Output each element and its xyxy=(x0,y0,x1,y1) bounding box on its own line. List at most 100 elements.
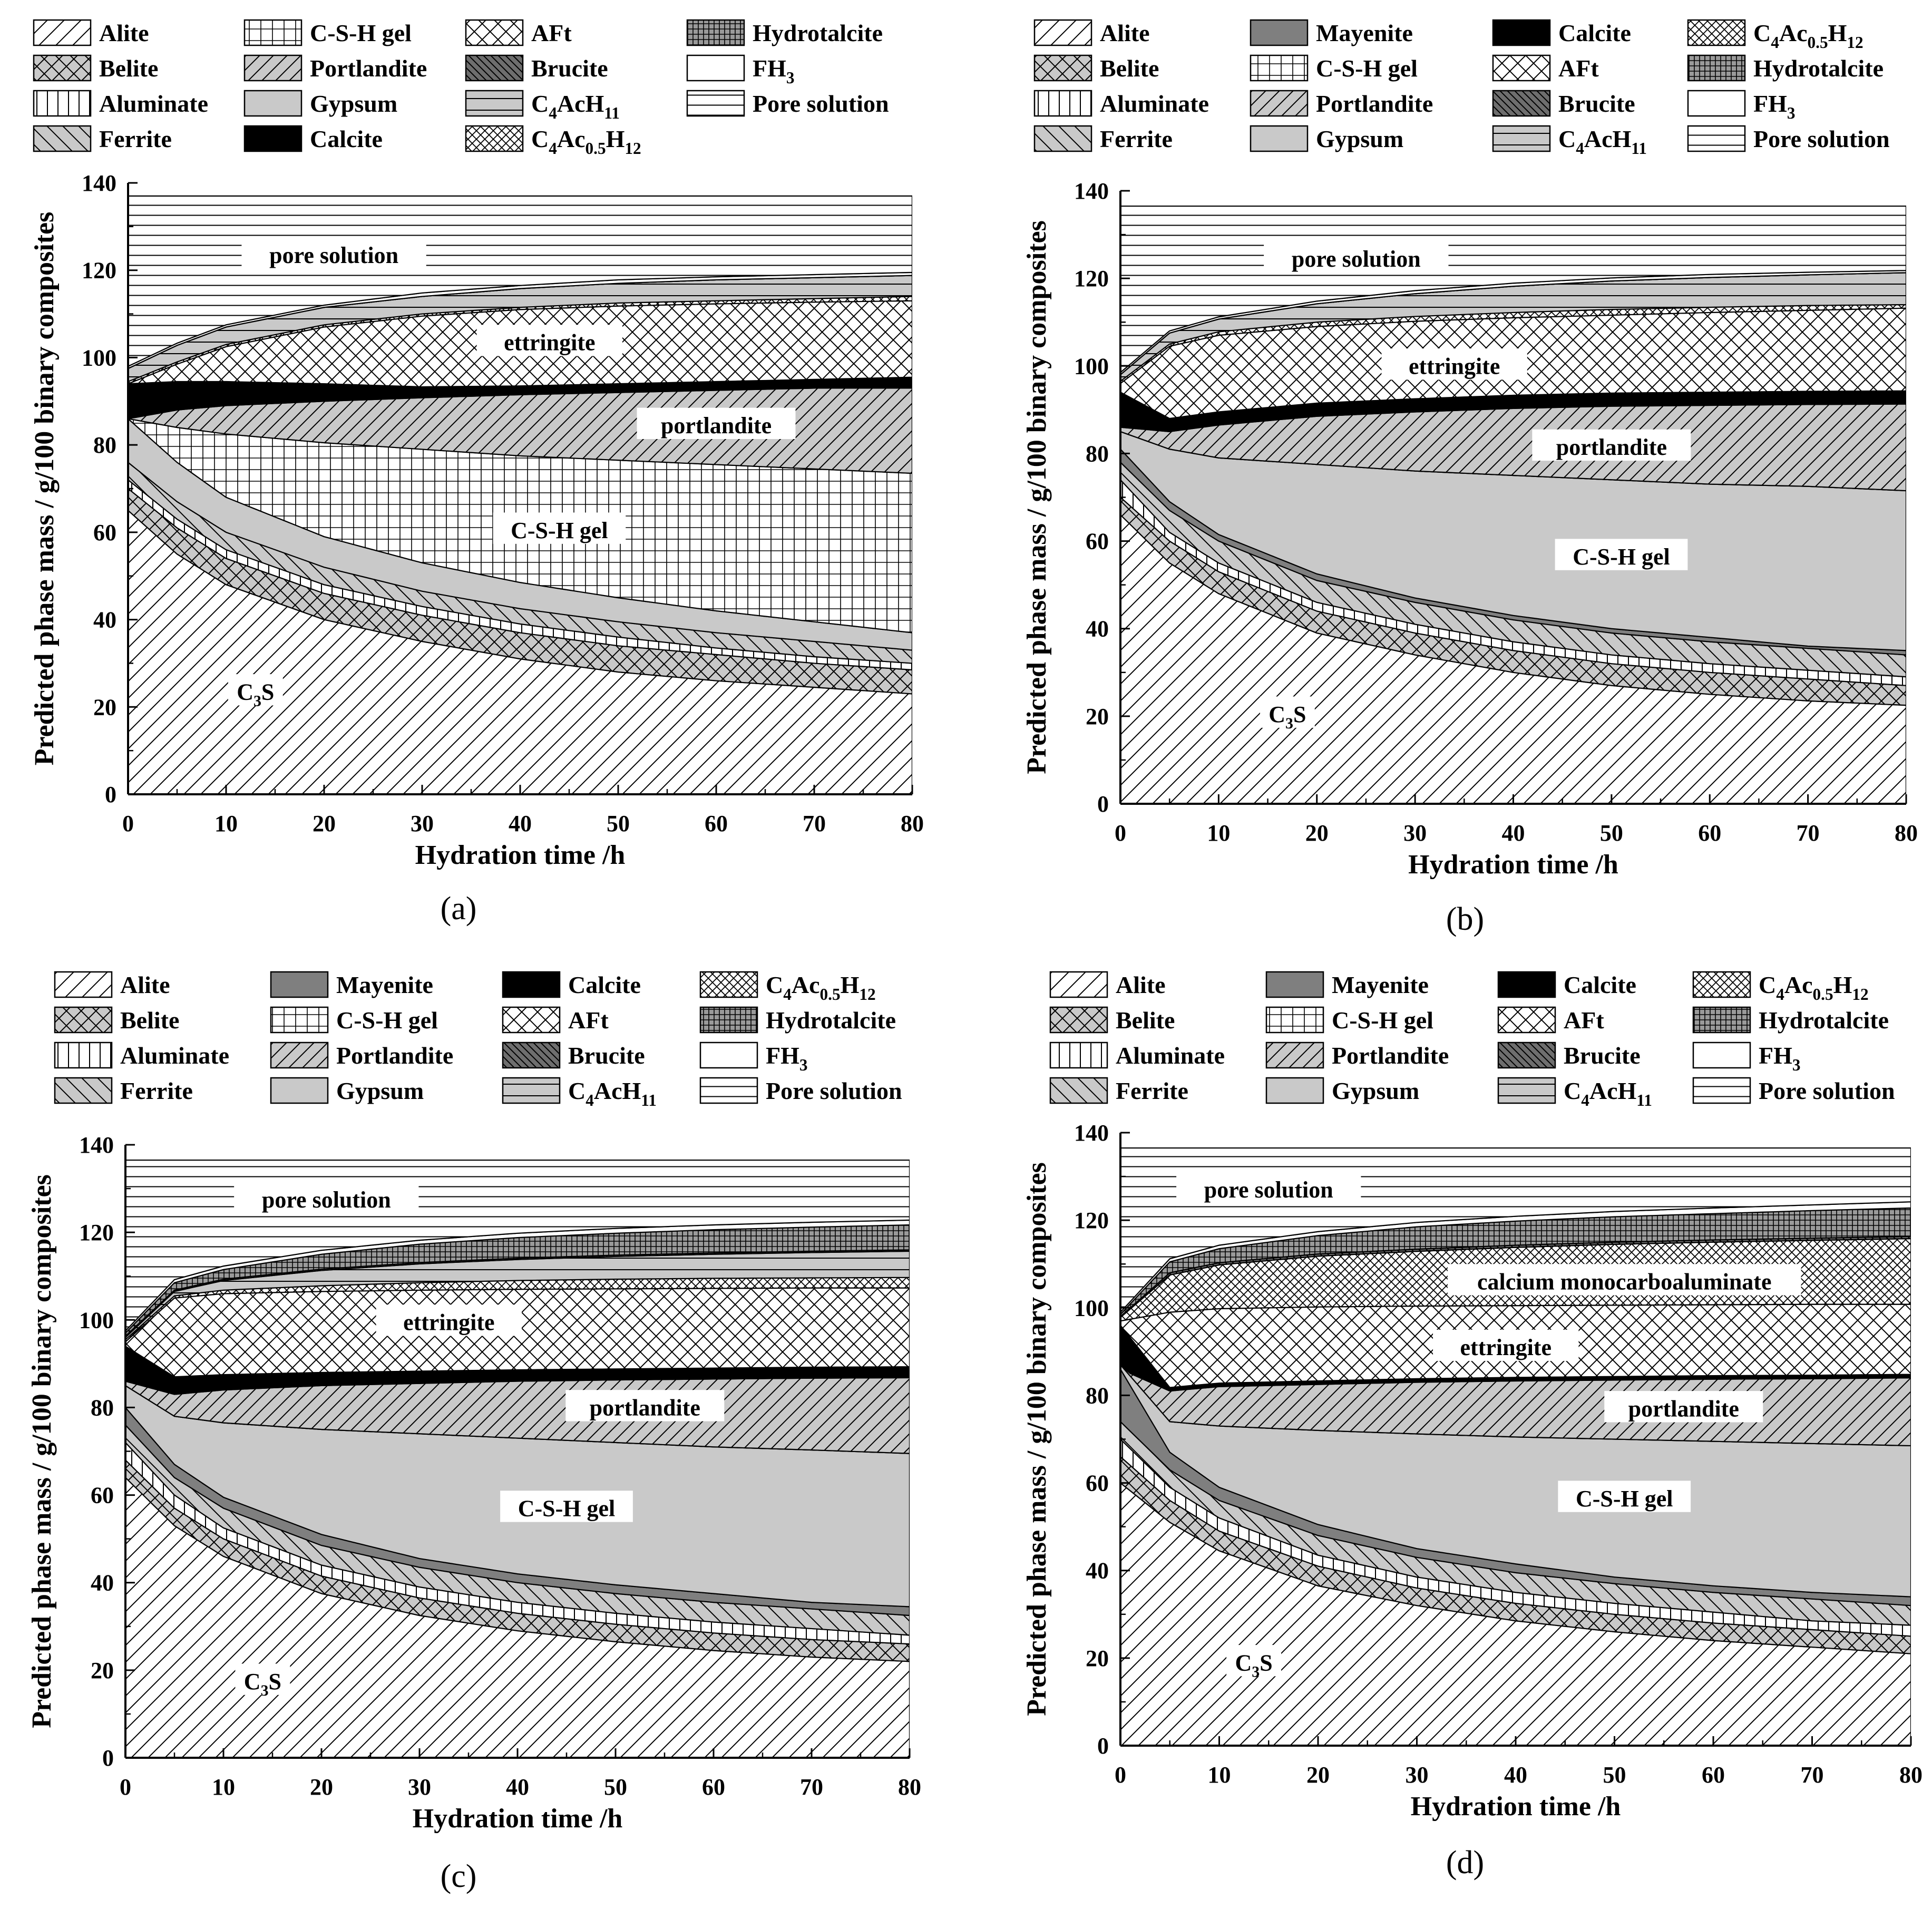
annotation-label: C-S-H gel xyxy=(1573,544,1670,570)
x-tick-label: 30 xyxy=(411,811,434,836)
legend-swatch-c4ac05 xyxy=(699,971,758,998)
y-tick-label: 120 xyxy=(79,1220,114,1245)
legend-label-mayenite: Mayenite xyxy=(336,971,433,998)
legend-swatch-gypsum xyxy=(243,90,303,117)
legend-label-alite: Alite xyxy=(120,971,170,998)
annotation-box xyxy=(1226,1644,1282,1677)
legend-label-brucite: Brucite xyxy=(1564,1042,1641,1069)
legend-swatch-portlandite xyxy=(243,54,303,82)
y-tick-label: 80 xyxy=(93,432,116,458)
legend-swatch-brucite xyxy=(1497,1041,1556,1069)
y-tick-label: 100 xyxy=(1074,1295,1109,1321)
legend-swatch-c4ac05 xyxy=(1692,971,1751,998)
y-tick-label: 80 xyxy=(1086,1382,1109,1408)
y-tick-label: 100 xyxy=(1074,353,1109,379)
legend-label-pore: Pore solution xyxy=(1753,125,1890,152)
legend-label-alite: Alite xyxy=(1116,971,1166,998)
plot-area xyxy=(125,1159,910,1758)
y-tick-label: 0 xyxy=(102,1745,114,1771)
y-tick-label: 80 xyxy=(1086,441,1109,466)
legend-label-c4ac05: C4Ac0.5H12 xyxy=(1753,20,1863,52)
legend-label-ferrite: Ferrite xyxy=(1100,125,1173,152)
annotation-label: ettringite xyxy=(504,330,595,356)
annotation-label: C3S xyxy=(237,679,274,709)
legend-swatch-alite xyxy=(54,971,113,998)
x-tick-label: 0 xyxy=(1115,820,1126,846)
legend-swatch-c4ac05 xyxy=(465,125,524,152)
x-tick-label: 80 xyxy=(1895,820,1918,846)
y-axis-label: Predicted phase mass / g/100 binary comp… xyxy=(30,212,60,766)
legend-label-fh3: FH3 xyxy=(766,1042,808,1074)
legend-swatch-gypsum xyxy=(270,1077,329,1104)
legend-swatch-ferrite xyxy=(54,1077,113,1104)
annotation-box xyxy=(241,237,426,269)
legend-label-aluminate: Aluminate xyxy=(99,90,208,117)
legend: Alite Belite Aluminate Ferrite C-S-H gel Port… xyxy=(33,19,889,158)
y-tick-label: 140 xyxy=(1074,178,1109,204)
annotation-box xyxy=(1447,1264,1801,1296)
y-axis-label: Predicted phase mass / g/100 binary comp… xyxy=(1022,220,1052,774)
annotation-box xyxy=(1558,1481,1691,1512)
x-tick-label: 60 xyxy=(705,811,728,836)
legend-swatch-c4ach11 xyxy=(1492,125,1551,152)
legend: Alite Belite Aluminate Ferrite Mayenite C-S-H… xyxy=(1049,971,1895,1109)
legend-swatch-fh3 xyxy=(686,54,745,82)
x-tick-label: 0 xyxy=(1115,1762,1126,1788)
annotation-label: ettringite xyxy=(403,1310,494,1336)
legend-label-c4ac05: C4Ac0.5H12 xyxy=(766,971,876,1004)
legend-swatch-hydrotalcite xyxy=(1692,1006,1751,1034)
x-tick-label: 30 xyxy=(1406,1762,1429,1788)
legend-swatch-aft xyxy=(465,19,524,46)
legend-label-c4ach11: C4AcH11 xyxy=(531,90,620,122)
annotation-label: pore solution xyxy=(262,1187,391,1213)
x-tick-label: 50 xyxy=(1603,1762,1626,1788)
annotation-box xyxy=(493,512,626,544)
annotation-box xyxy=(234,1182,419,1213)
x-tick-label: 20 xyxy=(1305,820,1329,846)
panel-label: (d) xyxy=(1446,1845,1484,1881)
annotation-label: C-S-H gel xyxy=(1576,1486,1673,1512)
annotation-label: pore solution xyxy=(269,242,398,268)
annotation-label: C3S xyxy=(1235,1650,1273,1680)
y-tick-label: 100 xyxy=(82,345,116,371)
annotation-label: C3S xyxy=(1269,702,1306,732)
legend-label-csh: C-S-H gel xyxy=(310,20,412,46)
legend-swatch-brucite xyxy=(465,54,524,82)
legend-swatch-calcite xyxy=(243,125,303,152)
legend-swatch-pore xyxy=(1687,125,1746,152)
annotation-label: portlandite xyxy=(1628,1396,1739,1422)
legend-label-aft: AFt xyxy=(1564,1007,1604,1034)
y-tick-label: 0 xyxy=(1097,791,1109,817)
legend-label-fh3: FH3 xyxy=(1759,1042,1801,1074)
annotation-label: ettringite xyxy=(1409,353,1500,379)
legend-label-aluminate: Aluminate xyxy=(1100,90,1209,117)
legend-label-alite: Alite xyxy=(99,20,149,46)
legend-label-hydrotalcite: Hydrotalcite xyxy=(753,20,883,46)
legend-label-ferrite: Ferrite xyxy=(1116,1077,1188,1104)
legend-swatch-fh3 xyxy=(699,1041,758,1069)
legend-swatch-mayenite xyxy=(1250,19,1309,46)
legend-swatch-c4ac05 xyxy=(1687,19,1746,46)
legend-label-belite: Belite xyxy=(99,55,158,82)
y-tick-label: 60 xyxy=(93,520,116,546)
legend-label-csh: C-S-H gel xyxy=(1316,55,1418,82)
legend: Alite Belite Aluminate Ferrite Mayenite C-S-H… xyxy=(54,971,902,1109)
y-tick-label: 60 xyxy=(91,1483,114,1508)
y-tick-label: 120 xyxy=(1074,1208,1109,1233)
legend-label-portlandite: Portlandite xyxy=(1332,1042,1449,1069)
legend-swatch-aft xyxy=(1492,54,1551,82)
x-tick-label: 10 xyxy=(212,1774,235,1800)
annotation-box xyxy=(1260,696,1315,728)
legend-label-gypsum: Gypsum xyxy=(1316,125,1403,152)
legend-swatch-aluminate xyxy=(1033,90,1092,117)
legend-swatch-aft xyxy=(1497,1006,1556,1034)
annotation-box xyxy=(1532,429,1691,461)
legend-swatch-brucite xyxy=(502,1041,561,1069)
legend-swatch-ferrite xyxy=(33,125,92,152)
legend-label-portlandite: Portlandite xyxy=(1316,90,1433,117)
legend-swatch-aluminate xyxy=(33,90,92,117)
legend-label-ferrite: Ferrite xyxy=(120,1077,193,1104)
legend-swatch-fh3 xyxy=(1692,1041,1751,1069)
legend-swatch-aluminate xyxy=(1049,1041,1108,1069)
